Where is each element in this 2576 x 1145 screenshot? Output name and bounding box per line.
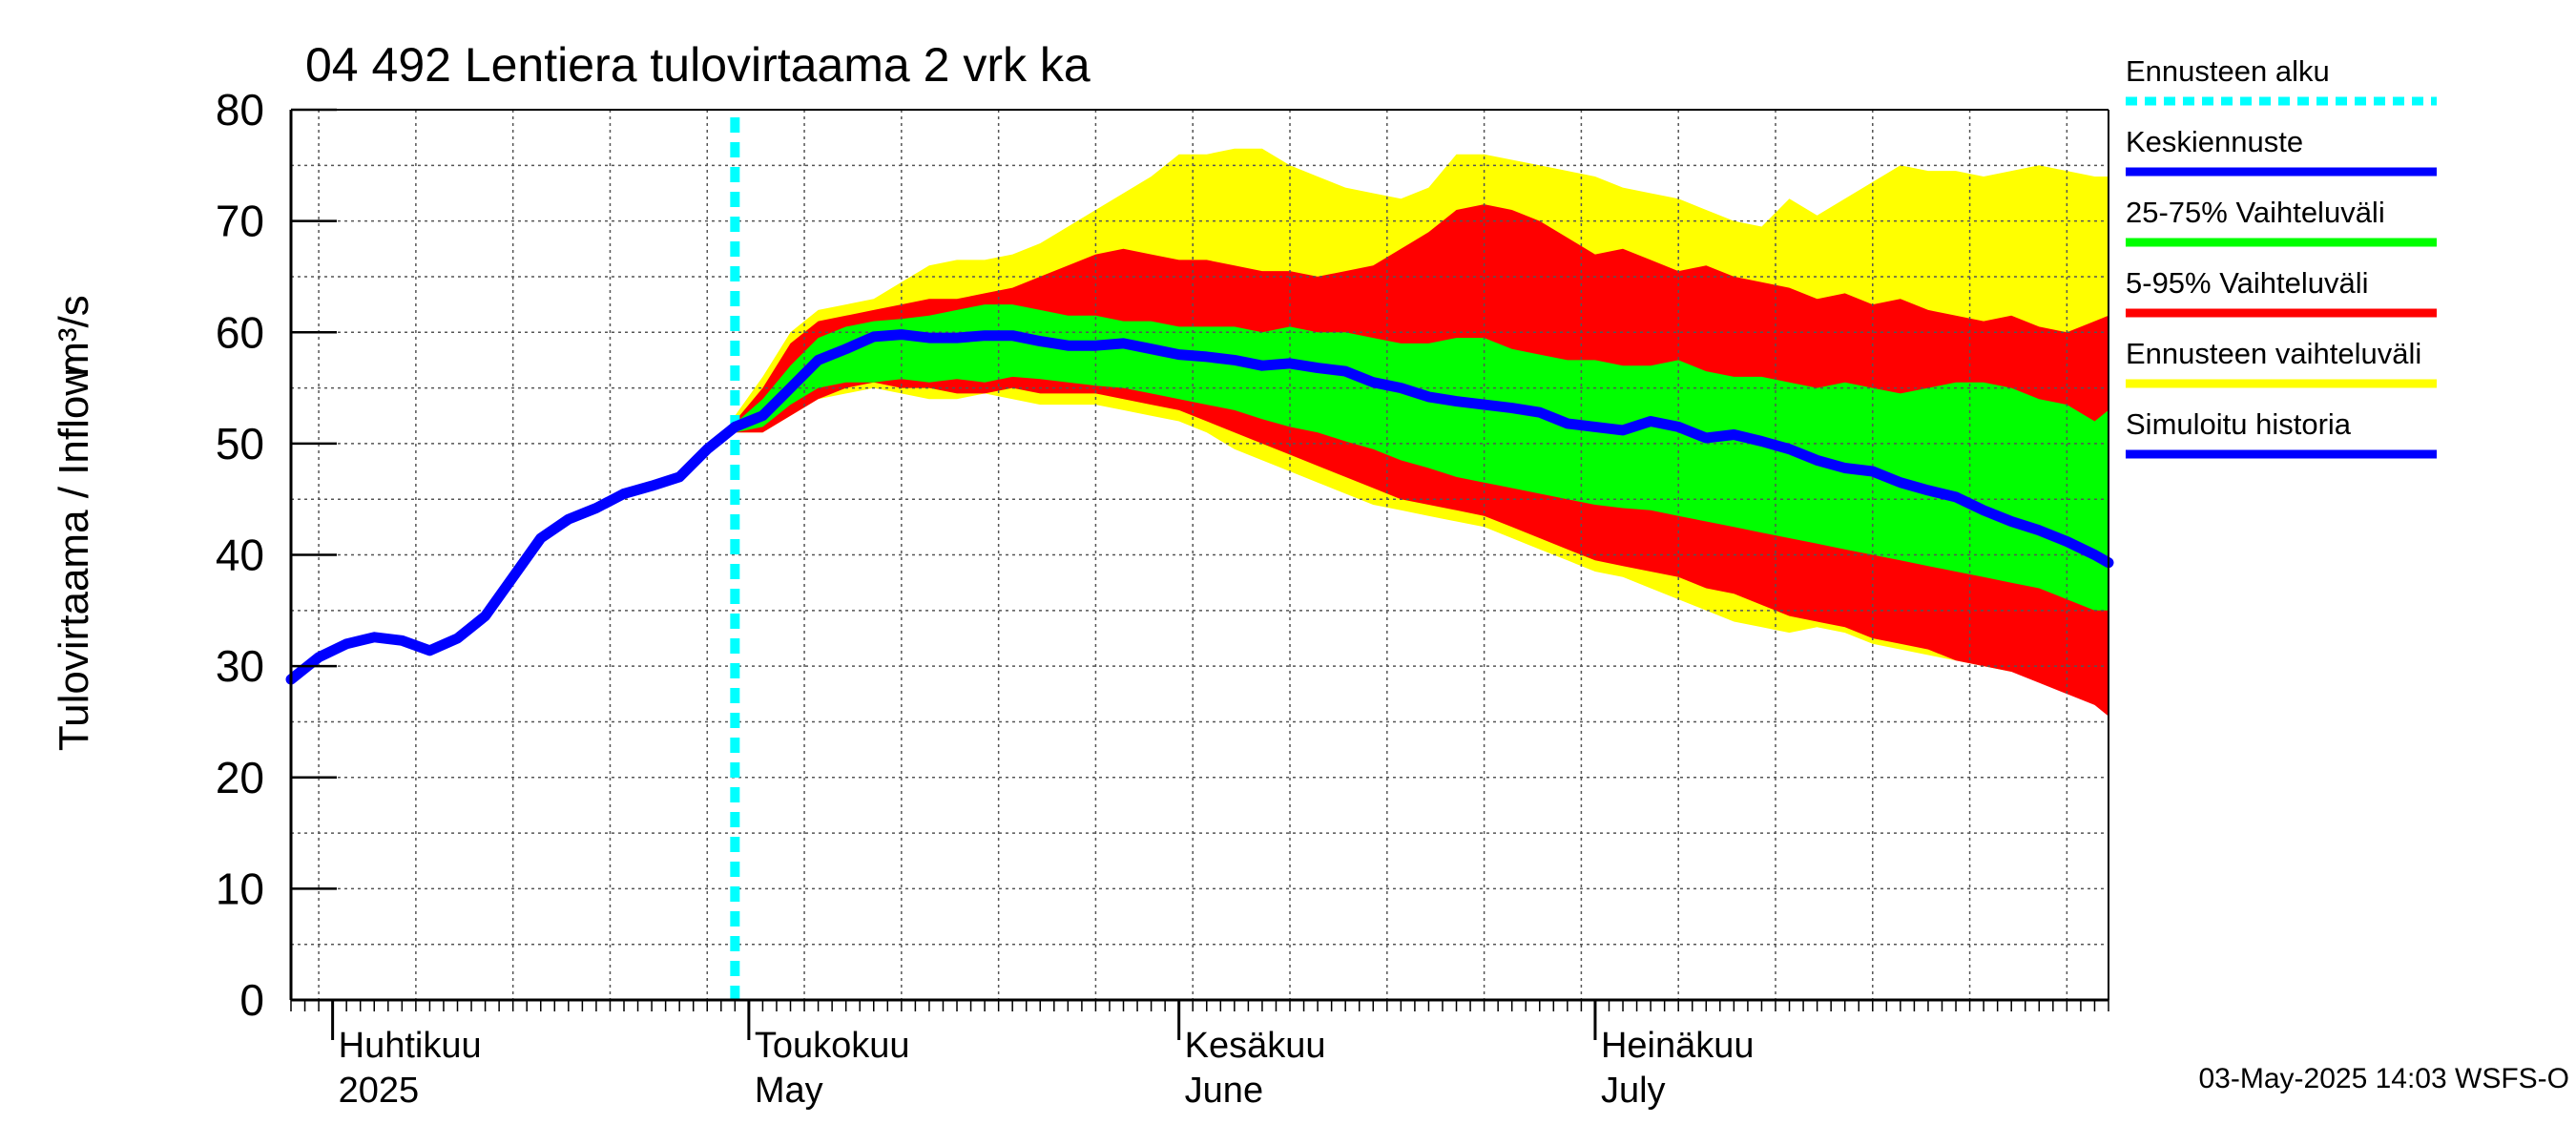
legend-label: 5-95% Vaihteluväli <box>2126 266 2368 300</box>
simulated-history-line <box>285 421 740 685</box>
axes <box>289 108 2109 1040</box>
series-lines <box>285 117 2114 1000</box>
median-forecast-line <box>729 329 2114 569</box>
y-tick-labels: 0 10 20 30 40 50 60 70 80 <box>216 85 264 1025</box>
y-tick-label: 20 <box>216 753 264 802</box>
legend-label: Ennusteen vaihteluväli <box>2126 337 2421 370</box>
y-tick-label: 80 <box>216 85 264 135</box>
y-axis-label: Tulovirtaama / Inflow <box>51 365 97 752</box>
y-tick-label: 50 <box>216 419 264 468</box>
y-axis-unit: m³/s <box>51 295 97 377</box>
legend-label: 25-75% Vaihteluväli <box>2126 196 2385 229</box>
x-month-label-fi: Toukokuu <box>755 1026 910 1066</box>
y-tick-label: 10 <box>216 864 264 913</box>
x-month-label-en: 2025 <box>339 1071 420 1111</box>
chart-title: 04 492 Lentiera tulovirtaama 2 vrk ka <box>305 38 1091 92</box>
x-month-label-en: May <box>755 1071 823 1111</box>
y-tick-label: 40 <box>216 531 264 580</box>
x-month-label-en: July <box>1601 1071 1666 1111</box>
y-tick-label: 0 <box>239 975 264 1025</box>
y-tick-label: 30 <box>216 641 264 691</box>
x-month-label-fi: Huhtikuu <box>339 1026 482 1066</box>
x-month-label-fi: Kesäkuu <box>1185 1026 1326 1066</box>
forecast-bands <box>735 148 2109 717</box>
y-tick-label: 60 <box>216 307 264 357</box>
y-tick-label: 70 <box>216 197 264 246</box>
footer-timestamp: 03-May-2025 14:03 WSFS-O <box>2199 1063 2570 1094</box>
legend-label: Simuloitu historia <box>2126 407 2352 441</box>
x-month-labels: Huhtikuu 2025 Toukokuu May Kesäkuu June Heinäk… <box>339 1026 1755 1111</box>
legend: Ennusteen alku Keskiennuste 25-75% Vaihtel… <box>2126 54 2437 459</box>
x-month-label-fi: Heinäkuu <box>1601 1026 1755 1066</box>
band-25-75 <box>735 304 2109 611</box>
legend-label: Keskiennuste <box>2126 125 2303 158</box>
x-month-label-en: June <box>1185 1071 1263 1111</box>
legend-label: Ennusteen alku <box>2126 54 2330 88</box>
